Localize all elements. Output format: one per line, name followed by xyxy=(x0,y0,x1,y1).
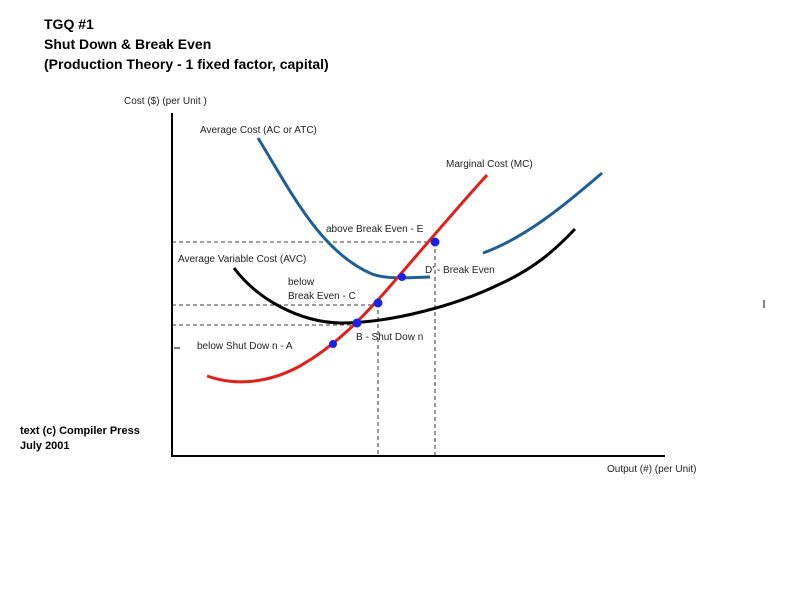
avc-label: Average Variable Cost (AVC) xyxy=(178,254,306,265)
reference-lines xyxy=(172,241,436,456)
point-b xyxy=(352,318,362,328)
title-line-3: (Production Theory - 1 fixed factor, cap… xyxy=(44,56,329,72)
mc-label: Marginal Cost (MC) xyxy=(446,159,533,170)
title-line-2: Shut Down & Break Even xyxy=(44,36,212,52)
credit-block: text (c) Compiler Press July 2001 xyxy=(20,424,140,454)
point-a-label: below Shut Dow n - A xyxy=(197,341,293,352)
y-axis-label: Cost ($) (per Unit ) xyxy=(124,96,207,107)
point-a xyxy=(329,340,337,348)
credit-line-1: text (c) Compiler Press xyxy=(20,425,140,437)
x-axis-label: Output (#) (per Unit) xyxy=(607,464,696,475)
point-d-label: D' - Break Even xyxy=(425,265,495,276)
avc-curve xyxy=(232,227,577,325)
title-block: TGQ #1 Shut Down & Break Even (Productio… xyxy=(44,14,329,74)
point-c-label-2: Break Even - C xyxy=(288,291,356,302)
point-b-label: B - Shut Dow n xyxy=(356,332,423,343)
point-d xyxy=(398,273,406,281)
point-e-label: above Break Even - E xyxy=(326,224,424,235)
point-c-label-1: below xyxy=(288,277,315,288)
point-e xyxy=(430,237,440,247)
atc-curve-upper xyxy=(482,171,603,255)
credit-line-2: July 2001 xyxy=(20,440,70,452)
point-c xyxy=(373,298,383,308)
atc-label: Average Cost (AC or ATC) xyxy=(200,125,317,136)
title-line-1: TGQ #1 xyxy=(44,16,94,32)
